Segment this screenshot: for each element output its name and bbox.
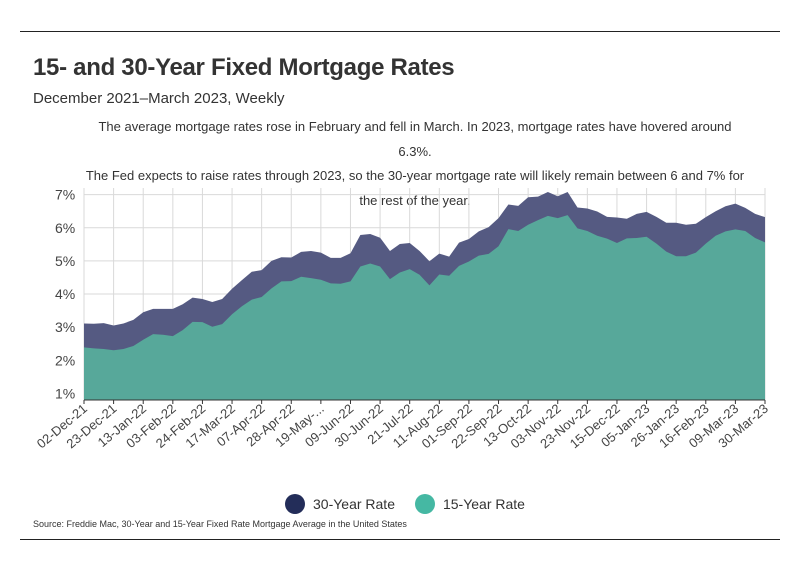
top-rule bbox=[20, 31, 780, 32]
chart-subtitle: December 2021–March 2023, Weekly bbox=[33, 90, 285, 107]
legend-swatch-30-year bbox=[285, 494, 305, 514]
chart-title: 15- and 30-Year Fixed Mortgage Rates bbox=[33, 54, 455, 81]
chart-description: The average mortgage rates rose in Febru… bbox=[85, 115, 745, 213]
description-line-1: The average mortgage rates rose in Febru… bbox=[98, 119, 732, 159]
y-tick-label: 1% bbox=[55, 385, 75, 401]
series-area-15-year bbox=[84, 215, 765, 400]
legend-label-15-year: 15-Year Rate bbox=[442, 496, 525, 512]
y-tick-label: 5% bbox=[55, 253, 75, 269]
legend-item-15-year[interactable]: 15-Year Rate bbox=[414, 494, 525, 514]
description-line-3: the rest of the year. bbox=[359, 192, 471, 208]
legend-item-30-year[interactable]: 30-Year Rate bbox=[285, 494, 395, 514]
legend-swatch-15-year bbox=[414, 494, 435, 514]
y-tick-label: 4% bbox=[55, 286, 75, 302]
y-tick-label: 7% bbox=[55, 187, 75, 203]
legend-label-30-year: 30-Year Rate bbox=[313, 496, 395, 512]
y-tick-label: 6% bbox=[55, 220, 75, 236]
bottom-rule bbox=[20, 539, 780, 540]
legend: 30-Year Rate 15-Year Rate bbox=[285, 494, 545, 514]
source-note: Source: Freddie Mac, 30-Year and 15-Year… bbox=[33, 519, 407, 529]
description-line-2: The Fed expects to raise rates through 2… bbox=[85, 168, 745, 183]
y-tick-label: 2% bbox=[55, 352, 75, 368]
y-tick-label: 3% bbox=[55, 319, 75, 335]
